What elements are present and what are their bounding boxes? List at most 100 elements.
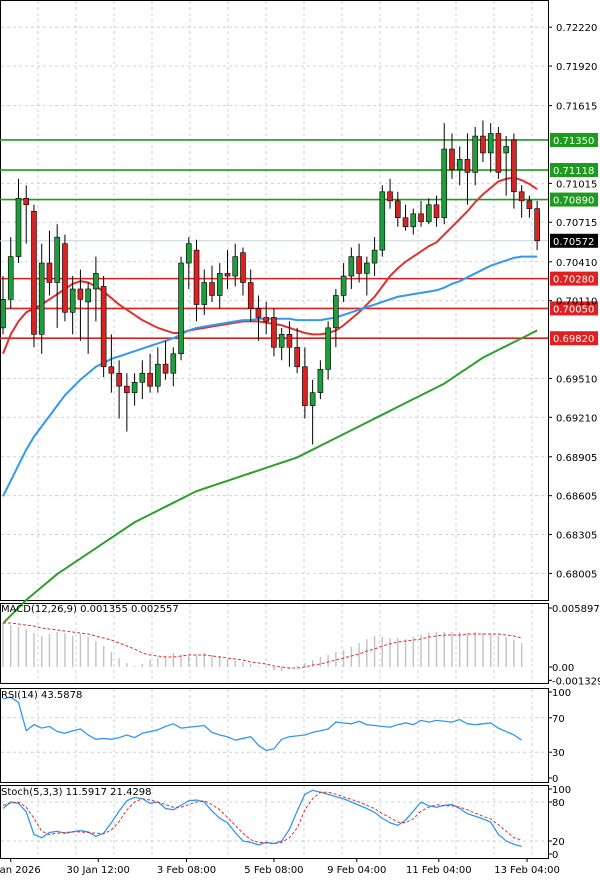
candle-body xyxy=(302,366,308,406)
candle-body xyxy=(340,275,347,296)
main-panel-frame xyxy=(0,0,549,601)
candle-body xyxy=(518,191,525,202)
candle-body xyxy=(209,282,215,296)
candle-body xyxy=(348,256,355,277)
candle-body xyxy=(456,159,463,171)
price-level-tag xyxy=(550,163,598,178)
candle-body xyxy=(131,381,138,393)
y-tick-label: 0.72220 xyxy=(556,23,597,34)
stoch-tick-label: 0 xyxy=(552,850,558,861)
candle-body xyxy=(364,262,370,274)
candle-body xyxy=(309,392,316,406)
y-tick-label: 0.70410 xyxy=(556,258,597,269)
candle-body xyxy=(139,372,146,383)
candle-body xyxy=(108,366,115,374)
candle-body xyxy=(441,148,448,219)
candle-body xyxy=(402,217,409,228)
candle-body xyxy=(425,204,432,222)
candle-body xyxy=(185,243,192,264)
candle-body xyxy=(77,288,84,300)
y-tick-label: 0.68005 xyxy=(556,569,597,580)
candle-body xyxy=(333,295,339,329)
candle-body xyxy=(387,191,393,202)
price-level-tag xyxy=(550,271,598,286)
x-tick-label: 13 Feb 04:00 xyxy=(494,865,560,876)
price-level-tag xyxy=(550,192,598,207)
candle-body xyxy=(100,286,107,368)
candle-body xyxy=(216,273,223,296)
candle-body xyxy=(170,353,177,374)
candle-body xyxy=(286,334,293,348)
candle-body xyxy=(93,273,99,290)
stoch-tick-label: 20 xyxy=(552,837,565,848)
candle-body xyxy=(294,347,300,368)
candle-body xyxy=(487,133,494,154)
candle-body xyxy=(201,282,208,305)
stoch-k-line xyxy=(2,789,522,848)
macd-tick-label: -0.001329 xyxy=(552,676,600,687)
candle-body xyxy=(7,256,14,300)
macd-tick-label: 0.005897 xyxy=(552,604,600,615)
candle-body xyxy=(31,210,37,335)
rsi-layer xyxy=(2,696,523,752)
candle-body xyxy=(23,197,30,206)
price-level-label: 0.70890 xyxy=(553,196,594,207)
candle-body xyxy=(0,299,6,329)
y-tick-label: 0.70715 xyxy=(556,218,597,229)
y-tick-label: 0.70110 xyxy=(556,297,597,308)
price-level-label: 0.70050 xyxy=(553,304,594,315)
macd-label: MACD(12,26,9) 0.001355 0.002557 xyxy=(1,604,179,615)
candle-body xyxy=(394,200,401,219)
candle-body xyxy=(116,372,122,387)
rsi-tick-label: 70 xyxy=(552,714,565,725)
moving-average-line-3 xyxy=(2,329,538,625)
stoch-tick-label: 100 xyxy=(552,785,571,796)
candle-body xyxy=(495,133,502,173)
price-level-tag xyxy=(550,132,598,147)
candle-body xyxy=(15,197,22,257)
candle-body xyxy=(38,262,45,335)
current-price-tag xyxy=(550,233,598,248)
candle-body xyxy=(247,282,254,309)
candle-body xyxy=(224,273,231,277)
candle-body xyxy=(503,146,509,154)
candle-body xyxy=(54,236,60,283)
x-tick-label: 3 Feb 08:00 xyxy=(157,865,216,876)
price-level-label: 0.71118 xyxy=(553,166,594,177)
ma-layer xyxy=(2,176,538,625)
price-level-label: 0.71350 xyxy=(553,136,594,147)
candle-body xyxy=(464,159,471,173)
moving-average-line-1 xyxy=(2,176,538,355)
y-tick-label: 0.71615 xyxy=(556,102,597,113)
rsi-panel-frame xyxy=(0,688,549,783)
candle-body xyxy=(178,262,184,355)
rsi-label: RSI(14) 43.5878 xyxy=(1,690,82,701)
candle-body xyxy=(534,208,540,242)
candle-body xyxy=(410,213,417,228)
moving-average-line-2 xyxy=(2,255,538,497)
candle-body xyxy=(240,252,246,283)
macd-layer xyxy=(2,622,523,671)
candle-body xyxy=(46,262,53,283)
y-tick-label: 0.69510 xyxy=(556,374,597,385)
axis-layer: 0.72220 0.71920 0.71615 0.71015 0.70715 0.704… xyxy=(0,23,600,876)
candle-body xyxy=(418,213,424,222)
macd-panel-frame xyxy=(0,603,549,684)
candle-body xyxy=(511,139,517,193)
y-tick-label: 0.69210 xyxy=(556,413,597,424)
x-tick-label: 30 Jan 12:00 xyxy=(67,865,130,876)
candle-body xyxy=(449,148,455,171)
candle-body xyxy=(379,191,386,251)
x-tick-label: 9 Feb 04:00 xyxy=(327,865,386,876)
candle-layer xyxy=(0,120,540,445)
candle-body xyxy=(271,317,277,348)
stoch-panel-frame xyxy=(0,785,549,859)
current-price-label: 0.70572 xyxy=(553,237,594,248)
x-tick-label: 28 Jan 2026 xyxy=(0,865,41,876)
candle-body xyxy=(62,243,68,313)
x-tick-label: 11 Feb 04:00 xyxy=(406,865,472,876)
candle-body xyxy=(278,334,285,348)
stoch-tick-label: 80 xyxy=(552,798,565,809)
